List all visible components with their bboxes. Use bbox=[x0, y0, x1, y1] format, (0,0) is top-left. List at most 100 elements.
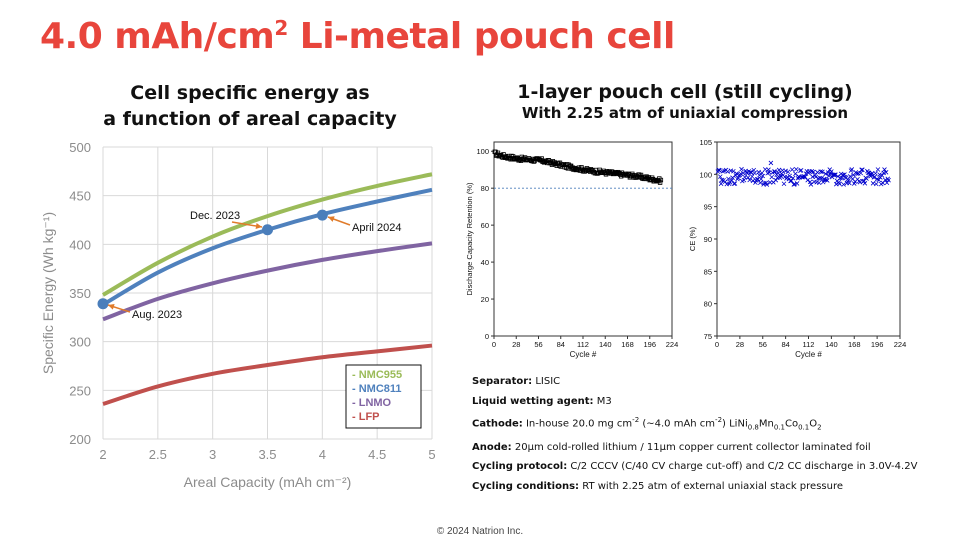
retention-point bbox=[505, 156, 510, 161]
retention-point bbox=[514, 155, 520, 160]
retention-point bbox=[565, 166, 571, 171]
ce-point bbox=[718, 181, 724, 187]
right-chart-heading: 1-layer pouch cell (still cycling) With … bbox=[500, 80, 870, 122]
ce-point bbox=[753, 178, 759, 183]
ce-point bbox=[764, 182, 770, 187]
retention-point bbox=[628, 173, 633, 179]
ce-point bbox=[830, 172, 836, 178]
retention-point bbox=[629, 173, 634, 179]
ce-point bbox=[789, 178, 794, 184]
spec-value: In-house 20.0 mg cm bbox=[525, 418, 633, 430]
retention-point bbox=[589, 168, 594, 173]
ce-point bbox=[869, 170, 875, 176]
retention-point bbox=[595, 171, 600, 176]
y-tick-label: 100 bbox=[699, 170, 712, 179]
retention-point bbox=[510, 156, 515, 162]
ce-point bbox=[828, 171, 833, 176]
ce-point bbox=[876, 177, 882, 183]
y-tick-label: 80 bbox=[704, 300, 712, 309]
retention-point bbox=[574, 166, 579, 172]
retention-point bbox=[631, 175, 637, 180]
retention-point bbox=[653, 177, 658, 183]
retention-point bbox=[506, 153, 511, 159]
ce-point bbox=[808, 182, 814, 187]
retention-point bbox=[594, 171, 599, 176]
retention-point bbox=[499, 154, 505, 160]
ce-point bbox=[790, 175, 796, 181]
retention-point bbox=[630, 173, 636, 178]
ce-point bbox=[816, 176, 821, 181]
retention-point bbox=[656, 179, 661, 184]
ce-point bbox=[838, 171, 844, 177]
retention-point bbox=[503, 154, 509, 159]
retention-point bbox=[502, 154, 507, 159]
right-heading-line1: 1-layer pouch cell (still cycling) bbox=[517, 81, 853, 103]
ce-point bbox=[817, 175, 823, 181]
plot-frame bbox=[716, 141, 901, 337]
ce-point bbox=[775, 175, 780, 180]
ce-point bbox=[854, 171, 859, 176]
retention-point bbox=[532, 158, 537, 164]
ce-point bbox=[829, 174, 835, 180]
retention-point bbox=[570, 165, 575, 170]
y-tick-label: 40 bbox=[481, 258, 489, 267]
ce-point bbox=[735, 175, 741, 181]
retention-point bbox=[521, 156, 527, 161]
spec-label: Anode: bbox=[472, 441, 512, 453]
retention-point bbox=[611, 171, 617, 176]
cathode-formula-part: 2 bbox=[817, 423, 822, 432]
spec-label: Separator: bbox=[472, 376, 533, 387]
ce-point bbox=[736, 173, 742, 178]
retention-point bbox=[529, 158, 534, 164]
y-tick-label: 60 bbox=[481, 221, 489, 230]
retention-point bbox=[600, 170, 606, 175]
ce-point bbox=[750, 178, 756, 184]
retention-point bbox=[560, 162, 566, 168]
ce-point bbox=[883, 177, 888, 183]
spec-row: Anode: 20μm cold-rolled lithium / 11μm c… bbox=[472, 438, 942, 458]
y-tick-label: 250 bbox=[69, 383, 91, 398]
ce-point bbox=[779, 171, 784, 176]
retention-point bbox=[617, 170, 622, 176]
retention-point bbox=[603, 170, 608, 176]
retention-point bbox=[576, 165, 582, 170]
ce-point bbox=[748, 169, 753, 175]
cathode-formula-part: 0.1 bbox=[798, 423, 810, 432]
ce-point bbox=[778, 173, 784, 179]
ce-point bbox=[774, 172, 779, 177]
retention-point bbox=[576, 167, 581, 172]
ce-point bbox=[809, 169, 815, 174]
left-heading-line2: a function of areal capacity bbox=[103, 108, 397, 130]
ce-point bbox=[798, 167, 804, 173]
ce-point bbox=[881, 170, 886, 176]
retention-point bbox=[566, 162, 571, 167]
retention-point bbox=[608, 171, 614, 176]
ce-point bbox=[829, 169, 834, 174]
ce-point bbox=[765, 170, 770, 176]
y-tick-label: 0 bbox=[485, 332, 489, 341]
ce-point bbox=[772, 169, 778, 174]
ce-point bbox=[721, 177, 726, 183]
ce-point bbox=[810, 174, 815, 180]
right-heading-line2: With 2.25 atm of uniaxial compression bbox=[521, 104, 849, 122]
retention-point bbox=[622, 173, 627, 178]
retention-point bbox=[638, 174, 643, 180]
ce-point bbox=[864, 176, 869, 181]
ce-point bbox=[722, 179, 728, 185]
retention-point bbox=[519, 154, 525, 160]
cathode-formula-part: ) LiNi bbox=[722, 418, 748, 430]
spec-label: Cathode: bbox=[472, 418, 523, 430]
y-tick-label: 350 bbox=[69, 286, 91, 301]
ce-point bbox=[723, 167, 729, 173]
retention-point bbox=[556, 163, 562, 168]
ce-point bbox=[804, 169, 810, 174]
ce-point bbox=[875, 167, 881, 172]
retention-point bbox=[614, 170, 619, 175]
retention-point bbox=[555, 160, 560, 166]
retention-point bbox=[500, 155, 505, 160]
ce-point bbox=[791, 182, 797, 187]
retention-point bbox=[517, 157, 522, 163]
ce-point bbox=[833, 172, 838, 178]
spec-value: 20μm cold-rolled lithium / 11μm copper c… bbox=[514, 441, 871, 453]
spec-value: M3 bbox=[596, 395, 612, 407]
